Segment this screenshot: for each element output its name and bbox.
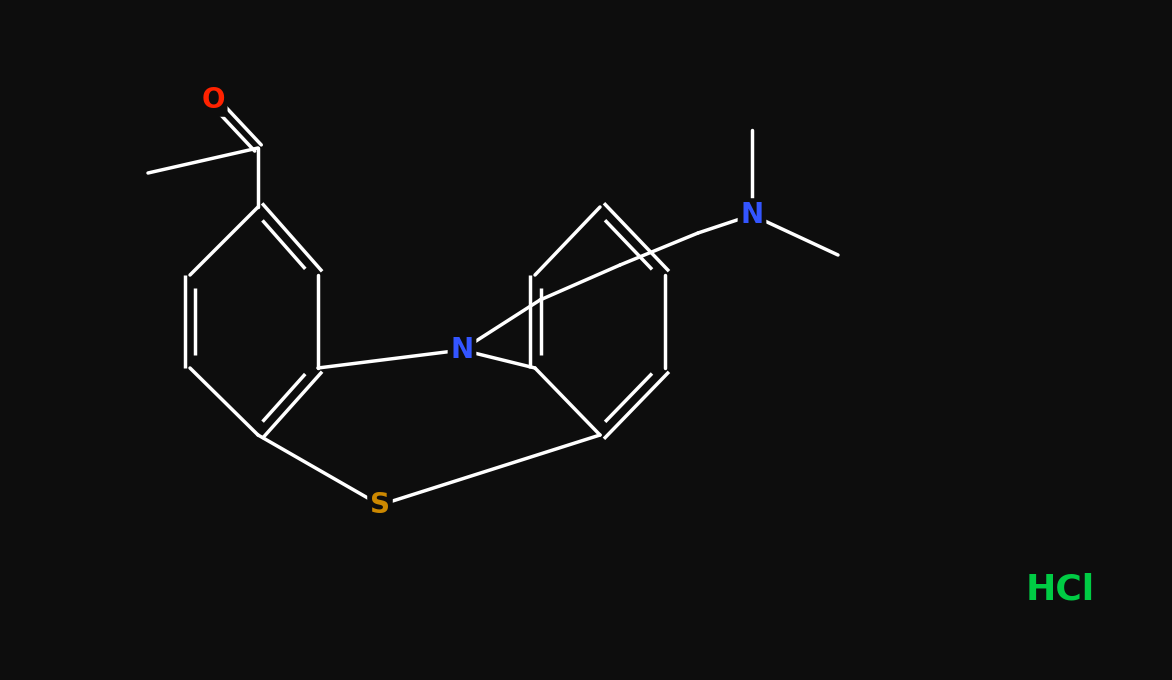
Text: HCl: HCl (1026, 573, 1095, 607)
Text: N: N (450, 336, 473, 364)
Text: N: N (741, 201, 764, 229)
Text: O: O (202, 86, 225, 114)
Text: S: S (370, 491, 390, 519)
